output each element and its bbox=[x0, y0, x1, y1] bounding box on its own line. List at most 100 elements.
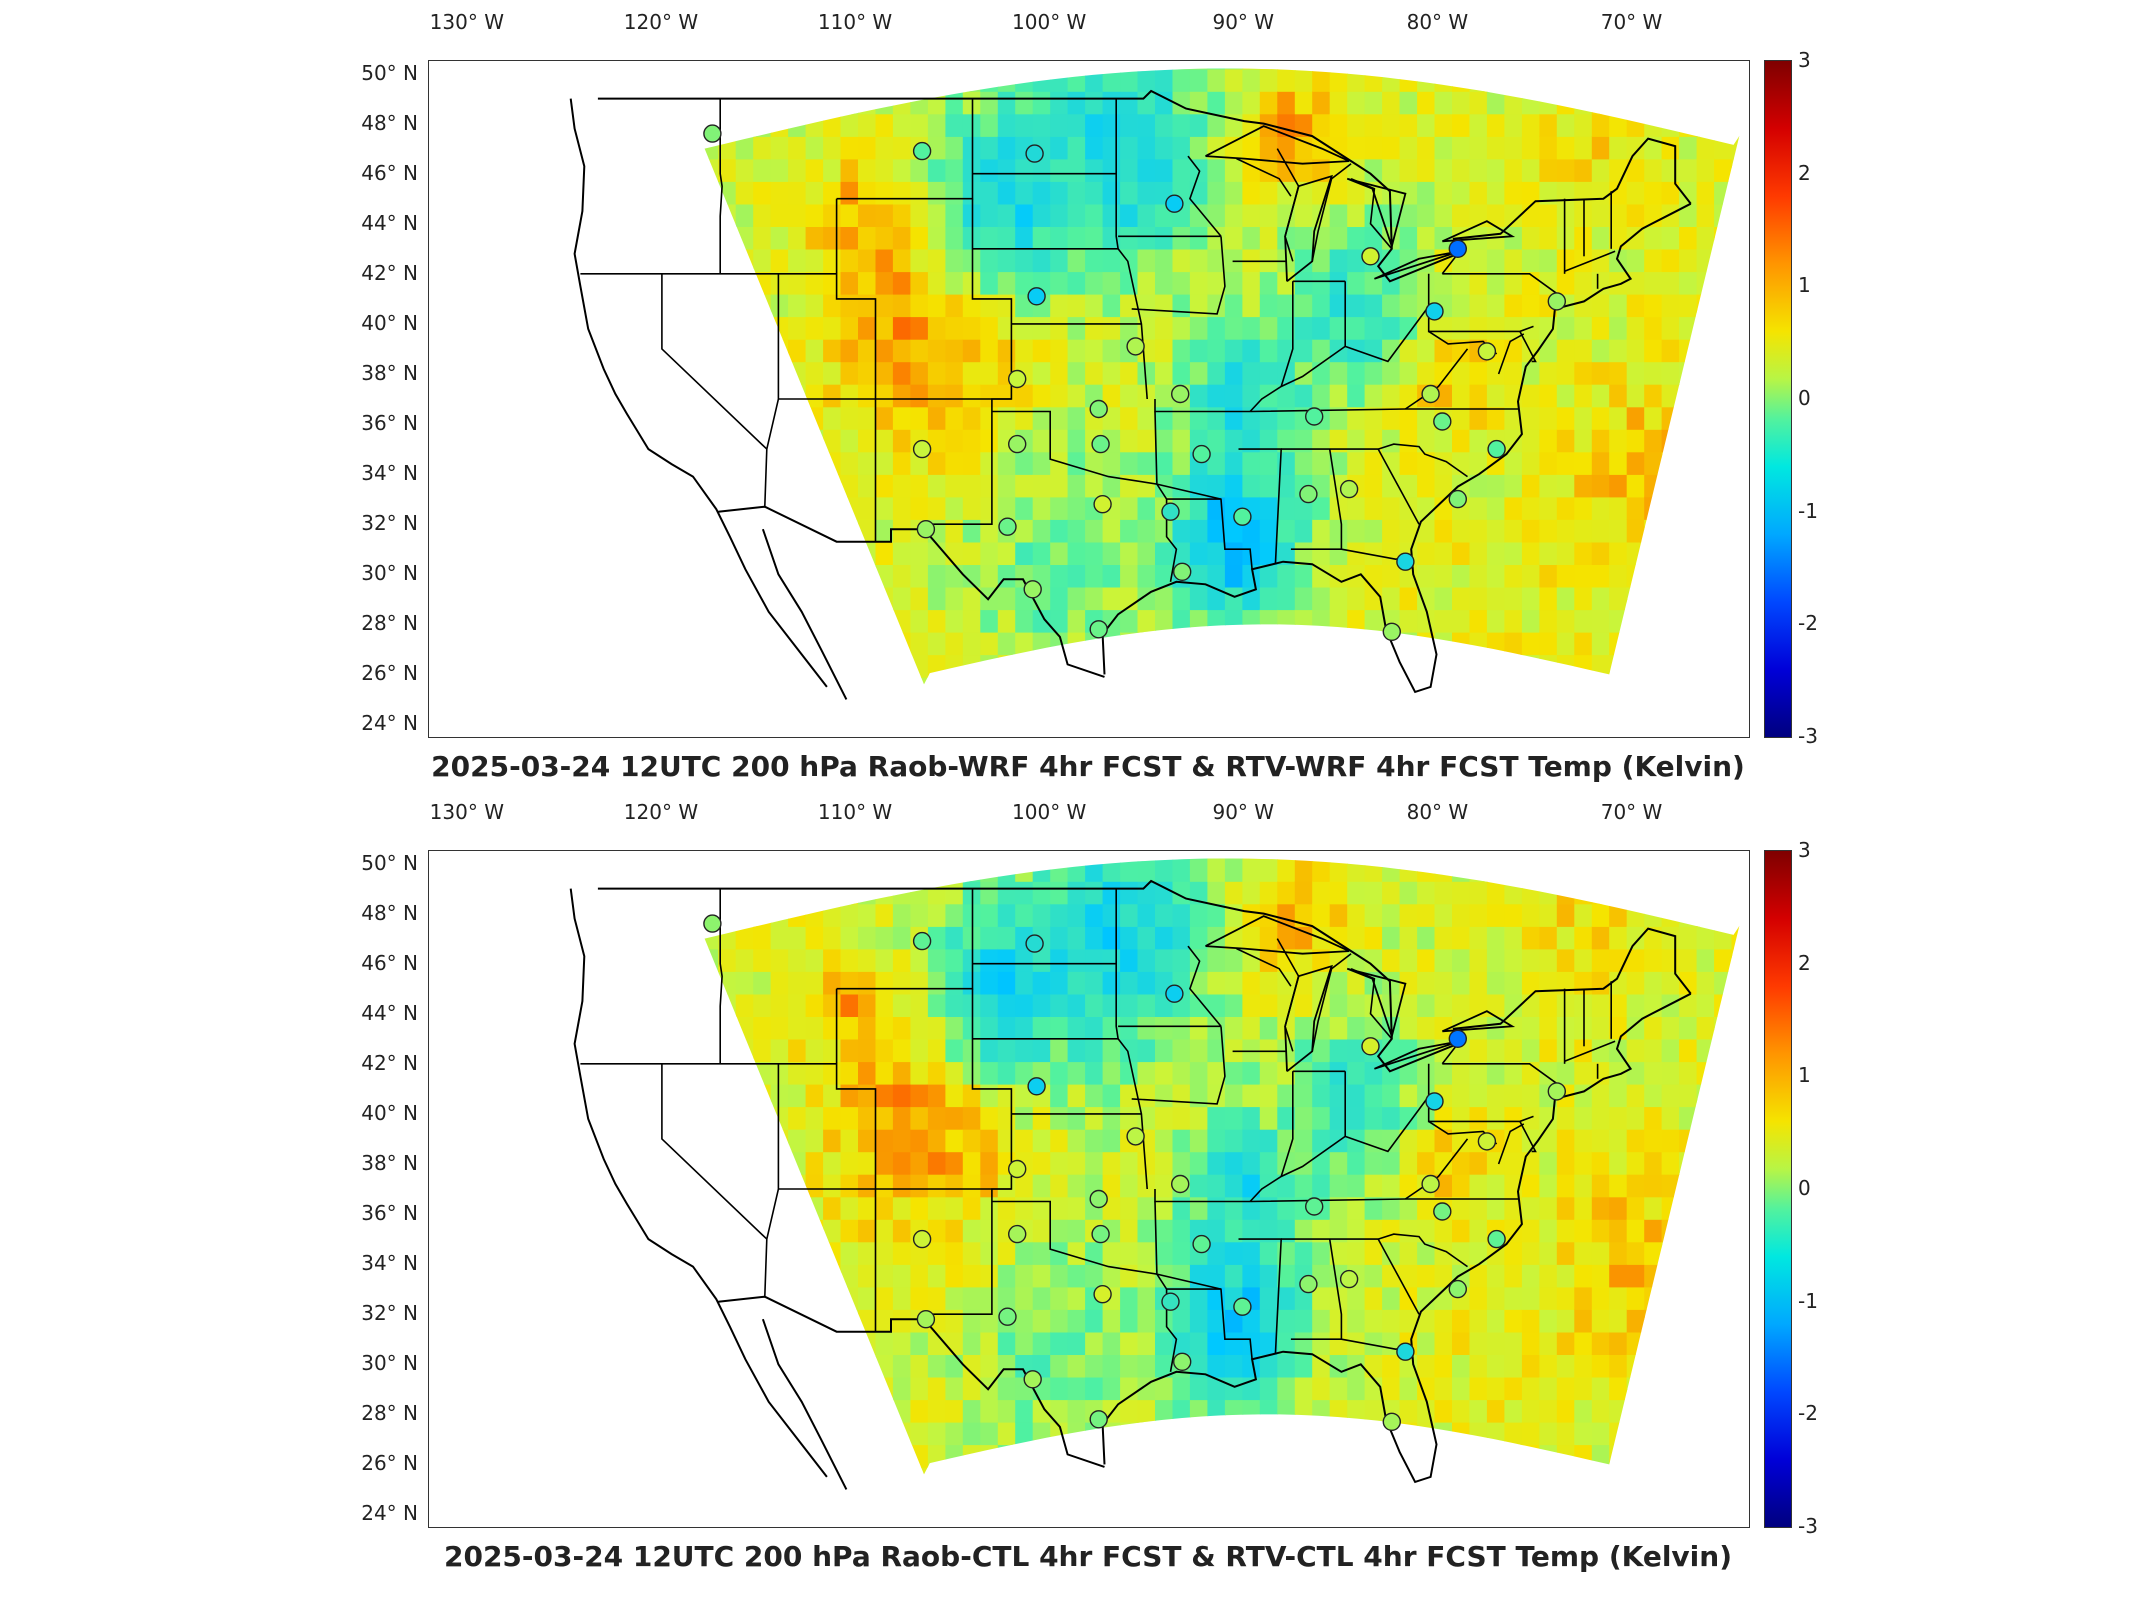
raob-station-marker bbox=[1023, 1370, 1042, 1389]
raob-station-marker bbox=[1477, 342, 1497, 361]
longitude-tick-label: 100° W bbox=[1012, 800, 1087, 824]
colorbar-tick-label: -1 bbox=[1798, 1288, 1818, 1313]
raob-station-marker bbox=[998, 1307, 1017, 1326]
raob-station-marker bbox=[1448, 1029, 1468, 1049]
latitude-tick-label: 42° N bbox=[361, 260, 418, 285]
latitude-tick-label: 26° N bbox=[361, 1451, 418, 1476]
raob-station-marker bbox=[912, 1229, 932, 1249]
longitude-tick-label: 80° W bbox=[1406, 800, 1469, 824]
raob-station-marker bbox=[1023, 580, 1042, 599]
raob-station-marker bbox=[1192, 444, 1211, 464]
colorbar-tick-label: -2 bbox=[1798, 1401, 1818, 1426]
raob-station-marker bbox=[1233, 1297, 1252, 1316]
latitude-tick-label: 46° N bbox=[361, 950, 418, 975]
colorbar-tick-label: -3 bbox=[1798, 724, 1818, 748]
raob-station-marker bbox=[1008, 369, 1027, 389]
longitude-tick-label: 110° W bbox=[817, 800, 893, 824]
raob-station-marker bbox=[1382, 622, 1401, 641]
raob-station-marker bbox=[1361, 247, 1380, 266]
longitude-tick-label: 120° W bbox=[623, 10, 699, 34]
colorbar-tick-label: 1 bbox=[1798, 1063, 1811, 1088]
raob-station-marker bbox=[1382, 1412, 1401, 1431]
map-frame-bottom bbox=[428, 850, 1750, 1528]
raob-station-marker bbox=[1161, 1292, 1180, 1311]
raob-station-marker bbox=[912, 141, 932, 161]
map-svg-top bbox=[569, 68, 1740, 700]
raob-station-marker bbox=[1339, 479, 1359, 499]
raob-station-marker bbox=[1093, 495, 1112, 514]
map-title-bottom: 2025-03-24 12UTC 200 hPa Raob-CTL 4hr FC… bbox=[443, 1540, 1732, 1573]
raob-station-marker bbox=[1091, 434, 1110, 454]
raob-station-marker bbox=[1547, 292, 1567, 311]
raob-stations bbox=[703, 124, 1567, 641]
raob-station-marker bbox=[912, 931, 932, 951]
raob-station-marker bbox=[1448, 489, 1468, 509]
latitude-tick-label: 34° N bbox=[361, 1251, 418, 1276]
colorbar-tick-label: -1 bbox=[1798, 498, 1818, 523]
raob-station-marker bbox=[1089, 1189, 1108, 1209]
latitude-tick-label: 28° N bbox=[361, 1401, 418, 1426]
raob-station-marker bbox=[1433, 412, 1452, 431]
latitude-tick-label: 28° N bbox=[361, 611, 418, 636]
latitude-tick-label: 24° N bbox=[361, 1501, 418, 1526]
raob-station-marker bbox=[1305, 407, 1324, 426]
longitude-tick-label: 130° W bbox=[429, 10, 504, 34]
latitude-tick-label: 48° N bbox=[361, 900, 418, 925]
latitude-tick-label: 32° N bbox=[361, 511, 418, 536]
longitude-tick-label: 70° W bbox=[1600, 10, 1663, 34]
raob-station-marker bbox=[998, 517, 1017, 536]
raob-station-marker bbox=[1008, 1159, 1027, 1179]
longitude-tick-label: 80° W bbox=[1406, 10, 1469, 34]
raob-station-marker bbox=[1421, 384, 1440, 404]
map-title-top: 2025-03-24 12UTC 200 hPa Raob-WRF 4hr FC… bbox=[431, 750, 1745, 783]
raob-station-marker bbox=[1025, 934, 1044, 953]
raob-station-marker bbox=[1396, 1342, 1415, 1361]
raob-station-marker bbox=[1171, 384, 1190, 404]
raob-station-marker bbox=[1448, 239, 1468, 259]
raob-station-marker bbox=[1299, 1274, 1318, 1294]
raob-station-marker bbox=[1027, 1077, 1046, 1096]
raob-station-marker bbox=[1305, 1197, 1324, 1216]
raob-station-marker bbox=[1547, 1082, 1567, 1101]
latitude-tick-label: 36° N bbox=[361, 1201, 418, 1226]
colorbar-tick-label: 0 bbox=[1798, 386, 1811, 410]
map-panel-top: 130° W 120° W 110° W 100° W 90° W 80° W 70° W … bbox=[361, 10, 1818, 783]
raob-station-marker bbox=[1165, 194, 1184, 213]
latitude-tick-label: 44° N bbox=[361, 210, 418, 235]
raob-station-marker bbox=[1339, 1269, 1359, 1289]
map-panel-bottom: 130° W 120° W 110° W 100° W 90° W 80° W 70° W … bbox=[0, 790, 2133, 1590]
raob-station-marker bbox=[1425, 1092, 1444, 1111]
colorbar-top bbox=[1764, 60, 1792, 738]
raob-station-marker bbox=[1425, 302, 1444, 321]
raob-stations bbox=[703, 914, 1567, 1431]
raob-station-marker bbox=[1089, 1410, 1108, 1429]
raob-station-marker bbox=[1165, 984, 1184, 1003]
longitude-tick-label: 90° W bbox=[1212, 800, 1275, 824]
map-frame-top bbox=[428, 60, 1750, 738]
latitude-tick-label: 38° N bbox=[361, 1150, 418, 1175]
latitude-tick-label: 50° N bbox=[361, 60, 418, 85]
latitude-tick-label: 34° N bbox=[361, 461, 418, 486]
colorbar-tick-label: -3 bbox=[1798, 1514, 1818, 1538]
raob-station-marker bbox=[703, 914, 722, 933]
latitude-tick-label: 30° N bbox=[361, 561, 418, 586]
raob-station-marker bbox=[1361, 1037, 1380, 1056]
raob-station-marker bbox=[1025, 144, 1044, 163]
longitude-tick-label: 130° W bbox=[429, 800, 504, 824]
latitude-tick-label: 42° N bbox=[361, 1050, 418, 1075]
raob-station-marker bbox=[1008, 1224, 1027, 1244]
colorbar-tick-label: 3 bbox=[1798, 48, 1811, 72]
latitude-tick-label: 32° N bbox=[361, 1301, 418, 1326]
raob-station-marker bbox=[1171, 1174, 1190, 1194]
colorbar-tick-label: -2 bbox=[1798, 611, 1818, 636]
raob-station-marker bbox=[916, 520, 936, 539]
longitude-tick-label: 90° W bbox=[1212, 10, 1275, 34]
raob-station-marker bbox=[1477, 1132, 1497, 1151]
raob-station-marker bbox=[1008, 434, 1027, 454]
boundaries bbox=[569, 89, 1692, 700]
longitude-tick-label: 110° W bbox=[817, 10, 893, 34]
latitude-tick-label: 44° N bbox=[361, 1000, 418, 1025]
colorbar-tick-label: 2 bbox=[1798, 160, 1811, 185]
longitude-tick-label: 100° W bbox=[1012, 10, 1087, 34]
raob-station-marker bbox=[1192, 1234, 1211, 1254]
